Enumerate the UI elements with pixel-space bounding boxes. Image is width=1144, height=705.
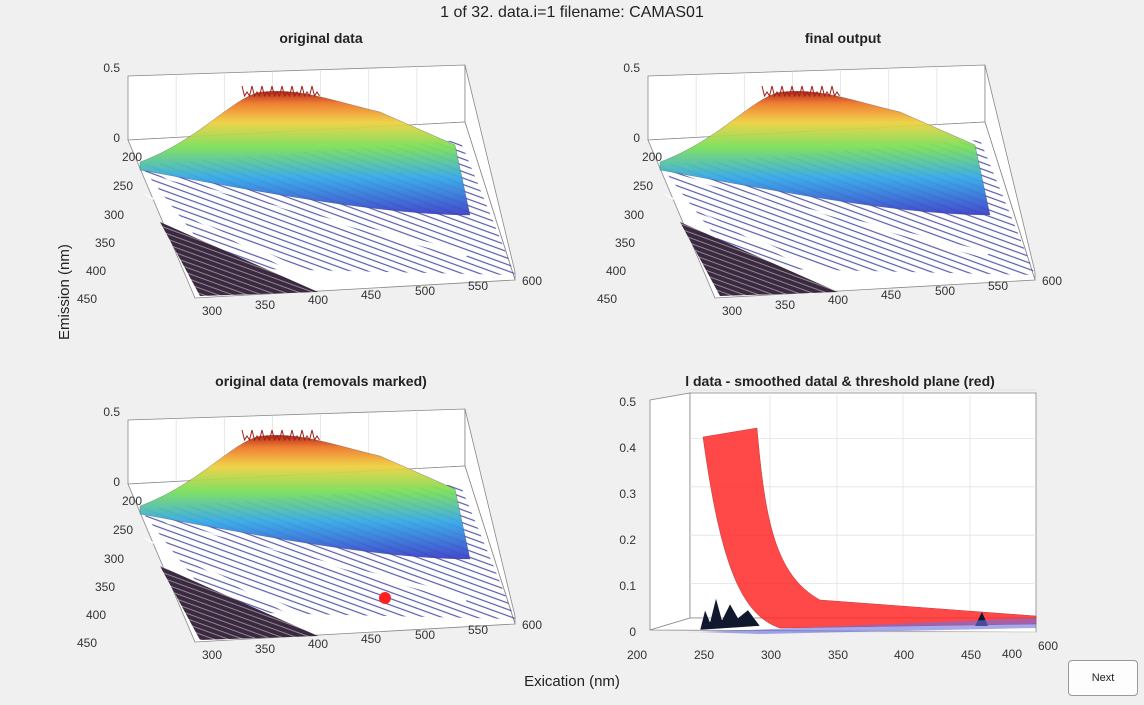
x-axis-label: Exication (nm)	[524, 673, 620, 690]
x-tick-label: 600	[522, 618, 542, 632]
y-tick-label: 400	[606, 264, 626, 278]
x-tick-label: 350	[255, 298, 275, 312]
side-wall	[649, 392, 691, 631]
y-tick-label: 300	[624, 208, 644, 222]
x-tick-label: 300	[761, 648, 781, 662]
x-tick-label: 500	[415, 284, 435, 298]
threshold-plot: 0 0.1 0.2 0.3 0.4 0.5 200 250 300 350 400 450 400 600	[619, 389, 1058, 662]
y-tick-label: 250	[113, 179, 133, 193]
y-tick-label: 250	[633, 179, 653, 193]
y-tick-label: 250	[113, 523, 133, 537]
surface-ridge	[241, 85, 320, 98]
x-tick-label: 400	[308, 293, 328, 307]
y-tick-label: 450	[77, 292, 97, 306]
x-tick-label: 300	[722, 304, 742, 318]
figure-title: 1 of 32. data.i=1 filename: CAMAS01	[440, 4, 704, 21]
x-tick-label: 350	[775, 298, 795, 312]
surface-peak	[659, 91, 991, 216]
z-tick-label: 0	[113, 131, 120, 145]
z-tick-label: 0.3	[619, 487, 636, 501]
x-tick-label: 550	[468, 623, 488, 637]
x-tick-label: 300	[202, 304, 222, 318]
surface-dark-region	[160, 222, 318, 296]
z-tick-label: 0.4	[619, 441, 636, 455]
y-tick-label: 350	[95, 236, 115, 250]
x-tick-label: 550	[468, 279, 488, 293]
x-tick-label: 550	[988, 279, 1008, 293]
data-spikes	[699, 597, 761, 631]
z-tick-label: 0	[633, 131, 640, 145]
x-tick-label: 350	[828, 648, 848, 662]
surface-ridge	[761, 85, 840, 98]
y-tick-label: 400	[86, 264, 106, 278]
z-tick-label: 0.1	[619, 579, 636, 593]
removal-marker	[379, 592, 391, 604]
surface-ridge	[241, 429, 320, 442]
x-tick-label: 600	[1042, 274, 1062, 288]
scatter-band-2	[680, 175, 990, 258]
x-tick-label: 400	[894, 648, 914, 662]
z-tick-label: 0.5	[103, 61, 120, 75]
y-tick-label: 400	[1002, 647, 1022, 661]
y-tick-label: 600	[1038, 639, 1058, 653]
x-tick-label: 500	[415, 628, 435, 642]
y-tick-label: 200	[642, 150, 662, 164]
z-tick-label: 0.2	[619, 533, 636, 547]
z-tick-label: 0.5	[103, 405, 120, 419]
x-tick-label: 600	[522, 274, 542, 288]
surface-dark-region	[160, 566, 318, 640]
surface-peak	[139, 435, 471, 560]
y-tick-label: 300	[104, 208, 124, 222]
y-tick-label: 300	[104, 552, 124, 566]
surface-peak	[139, 91, 471, 216]
z-tick-label: 0.5	[623, 61, 640, 75]
y-tick-label: 450	[597, 292, 617, 306]
data-floor	[700, 618, 1036, 634]
scatter-band-2	[160, 175, 470, 258]
z-tick-label: 0	[629, 625, 636, 639]
y-tick-label: 400	[86, 608, 106, 622]
x-tick-label: 450	[361, 288, 381, 302]
y-tick-label: 350	[615, 236, 635, 250]
surface-dark-region	[680, 222, 838, 296]
panel-title-threshold: l data - smoothed datal & threshold plan…	[685, 373, 995, 389]
x-tick-label: 400	[308, 637, 328, 651]
scatter-band-2	[160, 519, 470, 602]
panel-title-removals: original data (removals marked)	[215, 373, 427, 389]
z-tick-label: 0	[113, 475, 120, 489]
y-tick-label: 450	[77, 636, 97, 650]
panel-title-original: original data	[279, 30, 363, 46]
x-tick-label: 300	[202, 648, 222, 662]
x-tick-label: 450	[361, 632, 381, 646]
threshold-plane	[702, 427, 1037, 629]
y-tick-label: 200	[122, 150, 142, 164]
x-tick-label: 400	[828, 293, 848, 307]
y-tick-label: 350	[95, 580, 115, 594]
z-tick-label: 0.5	[619, 395, 636, 409]
x-tick-label: 200	[627, 648, 647, 662]
x-tick-label: 450	[881, 288, 901, 302]
panel-title-final: final output	[804, 30, 882, 46]
next-button[interactable]: Next	[1068, 660, 1138, 696]
x-tick-label: 350	[255, 642, 275, 656]
scatter-band-1	[142, 536, 330, 632]
x-tick-label: 500	[935, 284, 955, 298]
scatter-band-1	[142, 192, 330, 288]
scatter-band-1	[662, 192, 850, 288]
x-tick-label: 450	[961, 648, 981, 662]
y-tick-label: 200	[122, 494, 142, 508]
x-tick-label: 250	[694, 648, 714, 662]
